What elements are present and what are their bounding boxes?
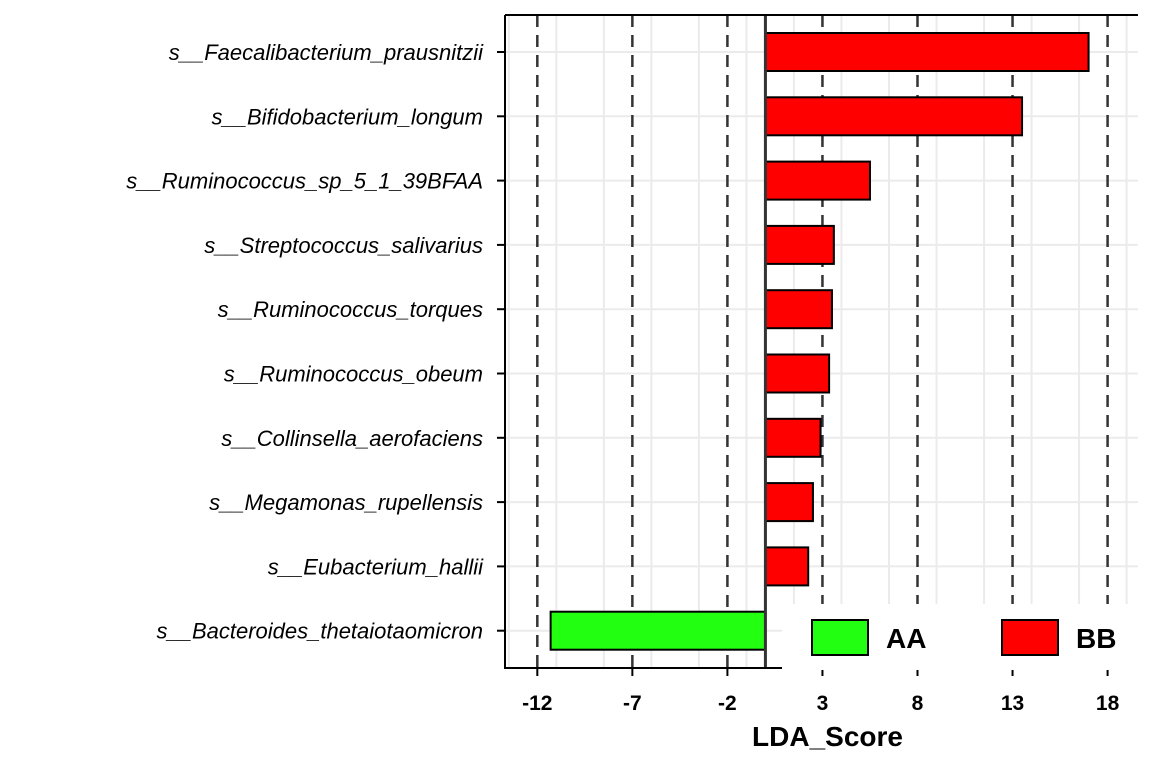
category-label: s__Megamonas_rupellensis <box>209 490 483 515</box>
x-tick-label: 18 <box>1096 692 1120 715</box>
category-label: s__Ruminococcus_torques <box>218 297 483 322</box>
x-axis-title: LDA_Score <box>752 721 903 752</box>
bar <box>764 289 833 330</box>
category-label: s__Ruminococcus_obeum <box>224 362 483 387</box>
x-tick-label: -2 <box>718 692 737 715</box>
bar <box>764 353 831 394</box>
legend-label: BB <box>1076 623 1116 654</box>
bars <box>549 32 1090 651</box>
bar <box>764 482 814 523</box>
category-labels: s__Faecalibacterium_prausnitzii s__Bifido… <box>126 40 484 644</box>
x-tick-label: -12 <box>522 692 552 715</box>
x-tick-label: -7 <box>623 692 642 715</box>
x-tick-label: 13 <box>1001 692 1024 715</box>
category-label: s__Faecalibacterium_prausnitzii <box>169 40 484 65</box>
bar <box>764 96 1024 137</box>
category-label: s__Eubacterium_hallii <box>268 554 484 579</box>
legend-label: AA <box>886 623 926 654</box>
category-label: s__Collinsella_aerofaciens <box>221 426 483 451</box>
legend: AA BB <box>782 604 1138 670</box>
bar <box>764 417 822 458</box>
x-tick-labels: -12 -7 -2 3 8 13 18 <box>522 692 1119 715</box>
category-label: s__Bacteroides_thetaiotaomicron <box>156 619 483 644</box>
legend-swatch <box>1001 619 1059 656</box>
bar <box>764 160 871 201</box>
bar <box>764 32 1090 72</box>
category-label: s__Bifidobacterium_longum <box>212 104 484 129</box>
legend-swatch <box>811 619 869 656</box>
x-tick-label: 8 <box>912 692 924 715</box>
dashed-reference-lines <box>536 15 1109 668</box>
x-tick-label: 3 <box>817 692 829 715</box>
category-label: s__Ruminococcus_sp_5_1_39BFAA <box>126 169 483 194</box>
bar <box>549 610 767 651</box>
bar <box>764 546 810 587</box>
bar <box>764 224 835 265</box>
category-label: s__Streptococcus_salivarius <box>204 233 483 258</box>
